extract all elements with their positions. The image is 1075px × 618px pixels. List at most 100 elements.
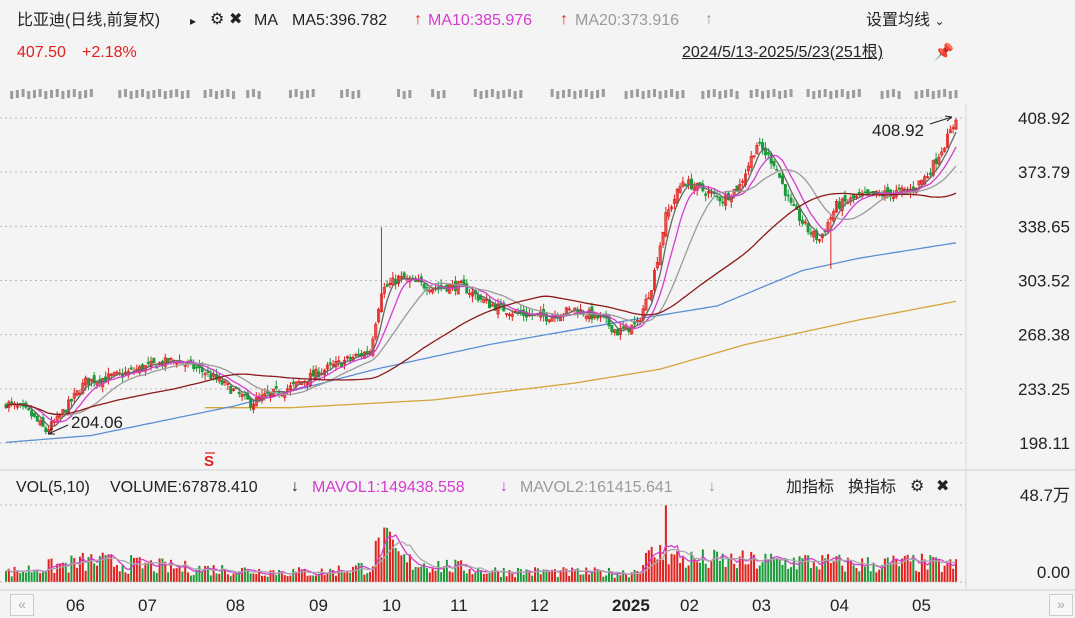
event-markers[interactable] [10,89,958,99]
volume-bar [477,567,480,582]
y-tick-label: 373.79 [1018,163,1070,182]
volume-bar [718,560,721,582]
scroll-left-button[interactable]: « [10,594,34,616]
event-marker [246,90,250,98]
event-marker [67,90,71,98]
candle-body [647,297,651,300]
event-marker [21,89,25,97]
candle-body [741,180,745,183]
volume-bar [824,558,827,582]
candle-body [15,405,19,408]
candle-body [169,357,173,360]
volume-bar [812,560,815,582]
volume-bar [798,556,801,582]
volume-bar [349,572,352,582]
event-marker [32,90,36,98]
candle-body [658,245,662,266]
volume-bar [70,555,73,582]
pin-icon[interactable]: 📌 [934,44,954,61]
x-label: 03 [752,596,771,615]
event-marker [209,89,213,97]
volume-bar [158,558,161,582]
candle-body [544,313,548,322]
volume-bar [514,577,517,582]
indicator-close-icon[interactable]: ✖ [936,478,950,495]
settings-ma-button[interactable]: 设置均线 ⌄ [866,11,945,31]
volume-bar [607,567,610,582]
close-icon[interactable]: ✖ [229,11,243,28]
volume-bar [369,571,372,582]
event-marker [724,90,728,98]
volume-bar [767,558,770,582]
volume-bar [863,566,866,582]
volume-bar [423,563,426,582]
indicator-gear-icon[interactable]: ⚙ [910,478,925,495]
event-marker [812,91,816,99]
volume-bar [81,552,84,582]
volume-bar [13,566,16,582]
volume-bar [280,572,283,582]
volume-bar [64,562,67,582]
event-marker [630,90,634,98]
candle-body [214,373,218,380]
volume-bar [340,572,343,582]
ma120-curve [5,242,957,444]
volume-bar [59,564,62,582]
volume-bar [829,563,832,582]
add-indicator-button[interactable]: 加指标 [786,479,835,496]
event-marker [664,90,668,98]
play-icon[interactable]: ▸ [190,14,197,28]
volume-bar [926,569,929,582]
candle-body [84,377,88,386]
volume-bar [585,567,588,582]
event-marker [84,90,88,98]
event-marker [146,91,150,99]
volume-bar [724,566,727,582]
event-marker [163,91,167,99]
y-tick-label: 198.11 [1019,434,1070,453]
switch-indicator-button[interactable]: 换指标 [848,479,897,496]
volume-bar [292,568,295,582]
volume-header: VOL(5,10) VOLUME:67878.410 ↓ MAVOL1:1494… [0,478,1075,500]
x-label-year: 2025 [612,596,650,615]
candle-body [934,158,938,165]
volume-bar [326,572,329,582]
volume-bar [181,571,184,582]
volume-bar [27,565,30,582]
candle-body [507,314,511,317]
volume-bar [937,558,940,582]
volume-bar [485,573,488,582]
volume-bar [454,559,457,582]
gear-icon[interactable]: ⚙ [210,11,225,28]
event-marker [507,89,511,97]
volume-bar [87,556,90,582]
date-range[interactable]: 2024/5/13-2025/5/23(251根) [682,44,884,61]
candle-body [448,284,452,294]
volume-bar [462,570,465,582]
event-marker [257,91,261,99]
ma10-arrow-up-icon: ↑ [560,11,568,28]
candle-body [798,209,802,221]
ma20-arrow-up-icon: ↑ [705,11,713,28]
ma5-line [5,131,957,427]
candle-body [826,221,830,233]
volume-bar [849,560,852,582]
candle-body [422,283,426,289]
event-marker [175,89,179,97]
scroll-right-button[interactable]: » [1049,594,1073,616]
candle-body [30,410,34,417]
volume-bar [753,554,756,582]
volume-bar [425,568,428,582]
settings-ma-label: 设置均线 [866,12,931,29]
candle-body [348,357,352,360]
candle-body [382,287,386,294]
candle-body [86,377,90,385]
volume-bar [684,567,687,582]
candle-body [399,276,403,279]
candle-body [721,201,725,204]
volume-bar [639,573,642,582]
volume-bar [804,555,807,582]
volume-bar [576,568,579,582]
volume-bar [662,559,665,582]
candle-body [226,383,230,385]
